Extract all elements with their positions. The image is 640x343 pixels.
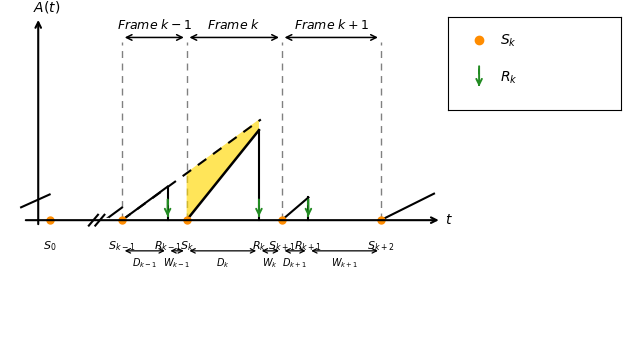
Text: $D_{k+1}$: $D_{k+1}$ xyxy=(282,256,308,270)
Text: $t$: $t$ xyxy=(445,213,453,227)
Text: $Frame\ k+1$: $Frame\ k+1$ xyxy=(294,18,369,32)
Text: $Frame\ k$: $Frame\ k$ xyxy=(207,18,261,32)
Text: $S_{k+2}$: $S_{k+2}$ xyxy=(367,239,394,253)
Text: $W_{k}$: $W_{k}$ xyxy=(262,256,278,270)
Text: $R_{k+1}$: $R_{k+1}$ xyxy=(294,239,323,253)
Polygon shape xyxy=(187,119,259,220)
Text: $D_{k-1}$: $D_{k-1}$ xyxy=(132,256,157,270)
Text: $D_{k}$: $D_{k}$ xyxy=(216,256,230,270)
Text: $A(t)$: $A(t)$ xyxy=(33,0,60,15)
Text: $W_{k+1}$: $W_{k+1}$ xyxy=(331,256,358,270)
Text: $S_k$: $S_k$ xyxy=(500,32,516,48)
Text: $S_{k}$: $S_{k}$ xyxy=(180,239,193,253)
Text: $W_{k-1}$: $W_{k-1}$ xyxy=(163,256,191,270)
Text: $R_{k}$: $R_{k}$ xyxy=(252,239,266,253)
Text: $S_{k+1}$: $S_{k+1}$ xyxy=(268,239,296,253)
Text: $S_{0}$: $S_{0}$ xyxy=(43,239,56,253)
Text: $R_{k-1}$: $R_{k-1}$ xyxy=(154,239,182,253)
Text: $R_k$: $R_k$ xyxy=(500,69,518,85)
Text: $Frame\ k-1$: $Frame\ k-1$ xyxy=(116,18,192,32)
Text: $S_{k-1}$: $S_{k-1}$ xyxy=(108,239,136,253)
